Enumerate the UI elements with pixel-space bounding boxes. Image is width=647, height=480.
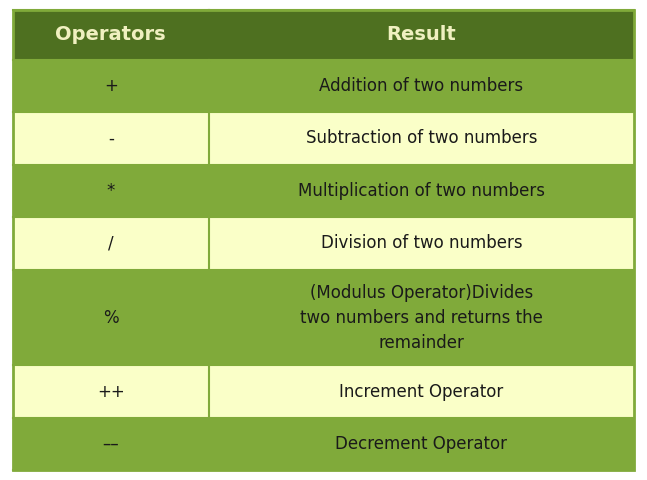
Text: Addition of two numbers: Addition of two numbers	[319, 77, 523, 95]
Bar	[13, 165, 634, 217]
Bar	[13, 217, 634, 270]
Text: Increment Operator: Increment Operator	[339, 383, 503, 401]
Text: ++: ++	[97, 383, 125, 401]
Text: Subtraction of two numbers: Subtraction of two numbers	[305, 130, 537, 147]
Text: ––: ––	[102, 435, 119, 453]
Text: (Modulus Operator)Divides
two numbers and returns the
remainder: (Modulus Operator)Divides two numbers an…	[300, 284, 543, 351]
Text: Decrement Operator: Decrement Operator	[335, 435, 507, 453]
Text: *: *	[107, 182, 115, 200]
Bar	[13, 112, 634, 165]
Bar	[13, 365, 634, 418]
Text: -: -	[108, 130, 114, 147]
Text: Multiplication of two numbers: Multiplication of two numbers	[298, 182, 545, 200]
Text: +: +	[104, 77, 118, 95]
Bar	[13, 10, 634, 60]
Text: /: /	[108, 234, 114, 252]
Text: %: %	[103, 309, 118, 326]
Bar	[13, 418, 634, 470]
Text: Operators: Operators	[56, 25, 166, 44]
Bar	[13, 60, 634, 112]
Text: Division of two numbers: Division of two numbers	[320, 234, 522, 252]
Bar	[13, 270, 634, 365]
Text: Result: Result	[386, 25, 456, 44]
